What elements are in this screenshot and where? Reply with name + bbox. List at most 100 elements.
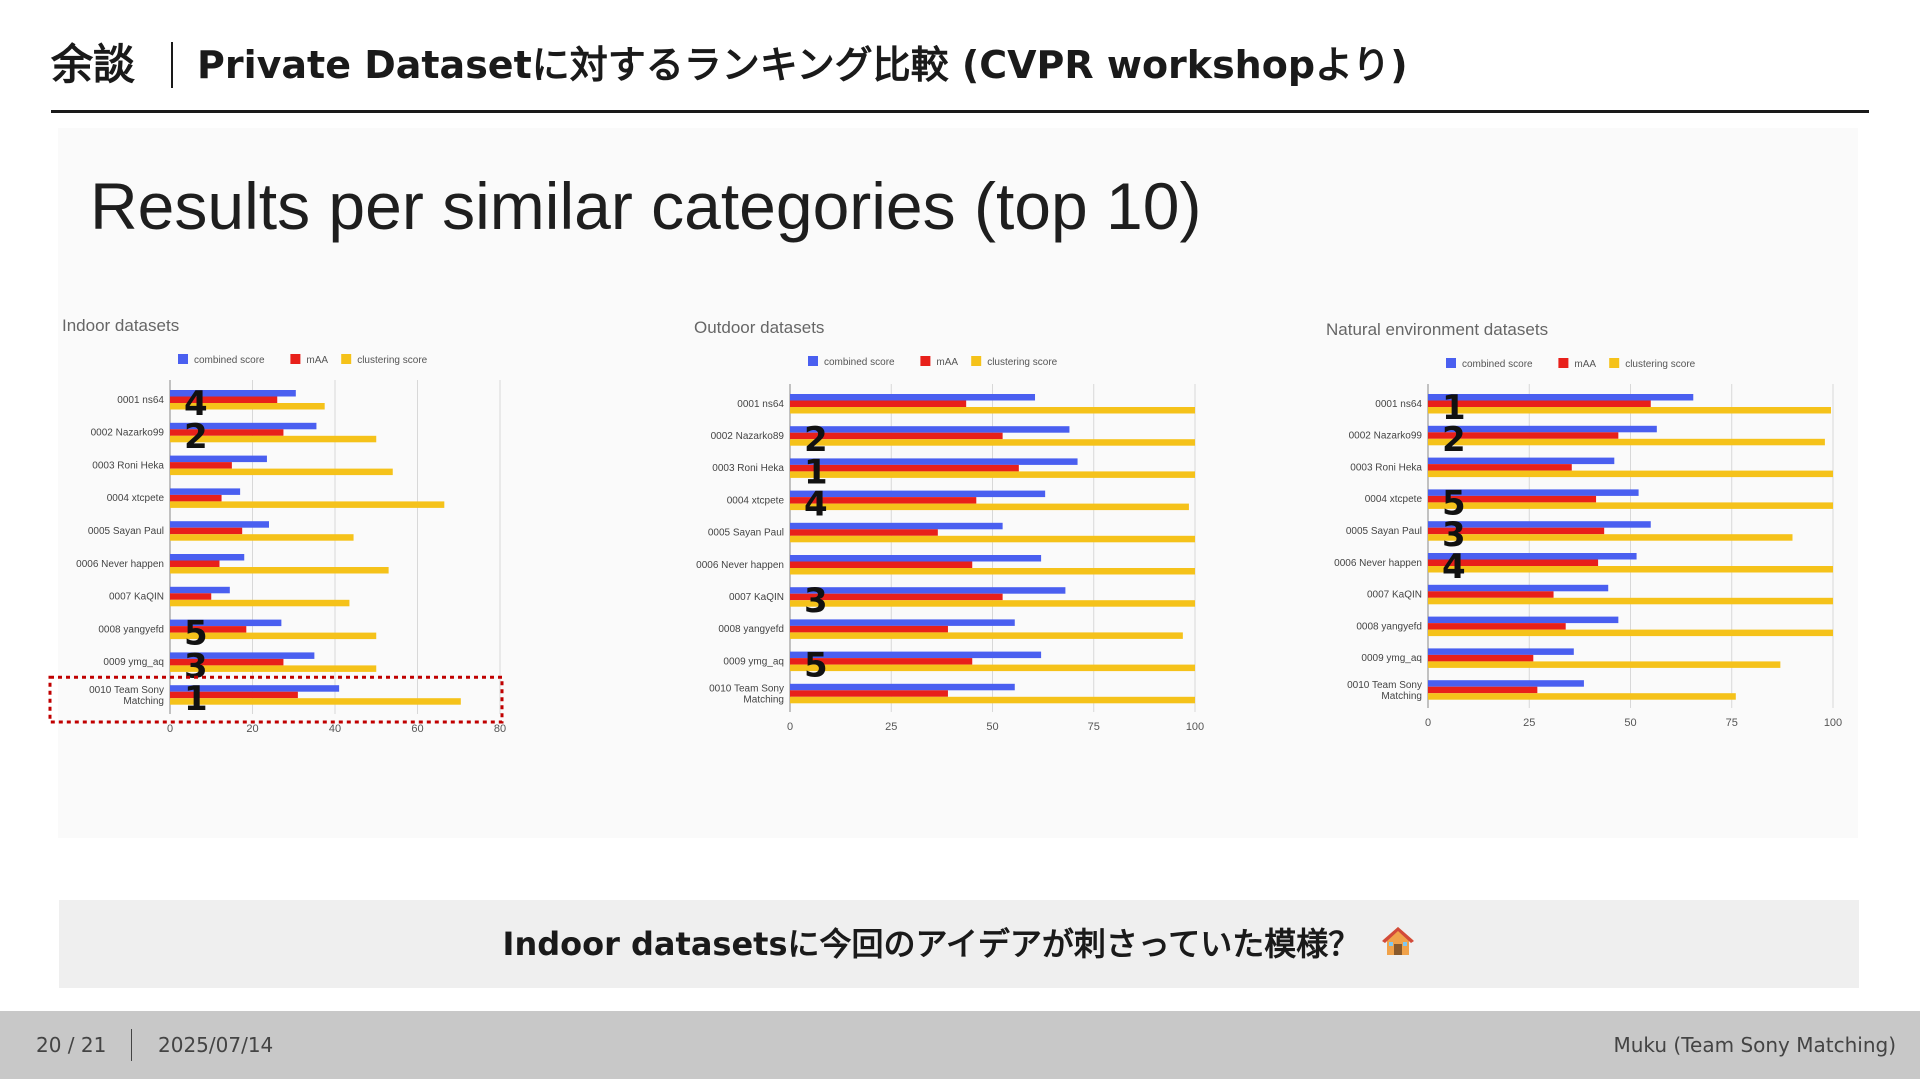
bar <box>170 593 212 600</box>
bar <box>170 560 220 567</box>
category-label: 0007 KaQIN <box>1367 590 1422 601</box>
bar <box>790 568 1195 575</box>
bar <box>790 690 948 697</box>
category-label: 0008 yangyefd <box>718 624 784 635</box>
bar <box>1428 680 1584 687</box>
panel-outdoor: Outdoor datasets combined score mAA cluste… <box>690 318 1270 818</box>
legend-label: mAA <box>1574 359 1596 370</box>
legend-label: combined score <box>194 355 265 366</box>
bar <box>790 632 1183 639</box>
legend-swatch <box>808 356 818 366</box>
slide-subtitle: Private Datasetに対するランキング比較 (CVPR worksho… <box>197 43 1408 87</box>
category-label: 0001 ns64 <box>1375 399 1422 410</box>
bar <box>790 503 1189 511</box>
bar <box>790 658 973 665</box>
bar <box>170 626 247 633</box>
legend-label: combined score <box>1462 359 1533 370</box>
tick-label: 50 <box>1624 717 1636 729</box>
bar <box>170 468 393 476</box>
rank-annotation: 1 <box>1442 388 1466 428</box>
rank-annotation: 4 <box>804 485 828 525</box>
bar <box>1428 495 1597 503</box>
title-divider <box>171 42 173 88</box>
bar <box>790 619 1015 626</box>
category-label: 0005 Sayan Paul <box>708 528 784 539</box>
panel-indoor: Indoor datasets combined score mAA cluster… <box>48 316 598 816</box>
bar <box>170 665 377 672</box>
category-label: 0006 Never happen <box>1334 558 1422 569</box>
bar <box>1428 597 1833 605</box>
category-label: 0003 Roni Heka <box>1350 462 1422 473</box>
bar <box>1428 553 1637 560</box>
bar <box>790 497 977 504</box>
bar <box>1428 591 1554 598</box>
category-label: 0007 KaQIN <box>729 592 784 603</box>
bar <box>1428 425 1657 433</box>
indoor-chart: combined score mAA clustering score 0 20 40 60… <box>48 354 506 735</box>
bar <box>790 407 1195 414</box>
category-label: 0002 Nazarko99 <box>1349 431 1423 442</box>
bar <box>170 619 282 627</box>
bar <box>1428 502 1833 509</box>
highlight-box <box>48 675 504 724</box>
tick-label: 20 <box>246 723 258 735</box>
bar <box>1428 693 1736 700</box>
rank-annotation: 2 <box>184 417 208 457</box>
legend-label: combined score <box>824 357 895 368</box>
panel-title: Natural environment datasets <box>1326 320 1549 339</box>
bar <box>790 587 1066 594</box>
tick-label: 0 <box>787 721 793 733</box>
rank-annotation: 5 <box>184 614 208 654</box>
bar <box>170 691 298 699</box>
caption-text: Indoor datasetsに今回のアイデアが刺さっていた模様？ <box>502 925 1361 963</box>
tick-label: 0 <box>167 723 173 735</box>
bar <box>790 651 1042 659</box>
tick-label: 60 <box>411 723 423 735</box>
category-label: Matching <box>1381 691 1422 702</box>
category-label: 0010 Team Sony <box>709 684 784 695</box>
bar <box>1428 407 1831 414</box>
bar <box>790 464 1019 472</box>
category-label: 0001 ns64 <box>117 395 164 406</box>
bar <box>170 567 389 574</box>
bar <box>1428 534 1793 541</box>
bar <box>790 535 1195 543</box>
footer: 20 / 21 2025/07/14 Muku (Team Sony Match… <box>0 1011 1920 1079</box>
footer-date: 2025/07/14 <box>158 1033 274 1057</box>
legend-swatch <box>178 354 188 364</box>
legend-swatch <box>1446 358 1456 368</box>
bar <box>790 561 973 568</box>
rank-annotation: 3 <box>804 581 828 621</box>
tick-label: 40 <box>329 723 341 735</box>
bar <box>1428 394 1694 401</box>
category-label: 0004 xtcpete <box>727 495 785 506</box>
panel-natural: Natural environment datasets combined sc… <box>1322 320 1902 820</box>
bar <box>790 696 1195 704</box>
rank-annotation: 3 <box>1442 515 1466 555</box>
bar <box>790 555 1042 562</box>
bar <box>170 403 325 410</box>
category-label: 0010 Team Sony <box>1347 680 1422 691</box>
legend-swatch <box>1558 358 1569 368</box>
bar <box>790 529 938 536</box>
bar <box>1428 521 1651 528</box>
bar <box>1428 432 1619 439</box>
legend-swatch <box>341 354 352 364</box>
legend-label: clustering score <box>987 357 1057 368</box>
bar <box>170 599 350 607</box>
category-label: 0003 Roni Heka <box>712 463 784 474</box>
tick-label: 80 <box>494 723 506 735</box>
category-label: Matching <box>743 695 784 706</box>
bar <box>790 683 1015 691</box>
bar <box>170 527 243 535</box>
rank-annotation: 5 <box>1442 483 1466 523</box>
bar <box>790 439 1195 446</box>
bar <box>170 435 377 443</box>
bar <box>1428 457 1615 465</box>
rank-annotation: 4 <box>184 384 208 424</box>
rank-annotation: 1 <box>184 679 208 719</box>
bar <box>170 390 296 397</box>
category-label: 0003 Roni Heka <box>92 460 164 471</box>
